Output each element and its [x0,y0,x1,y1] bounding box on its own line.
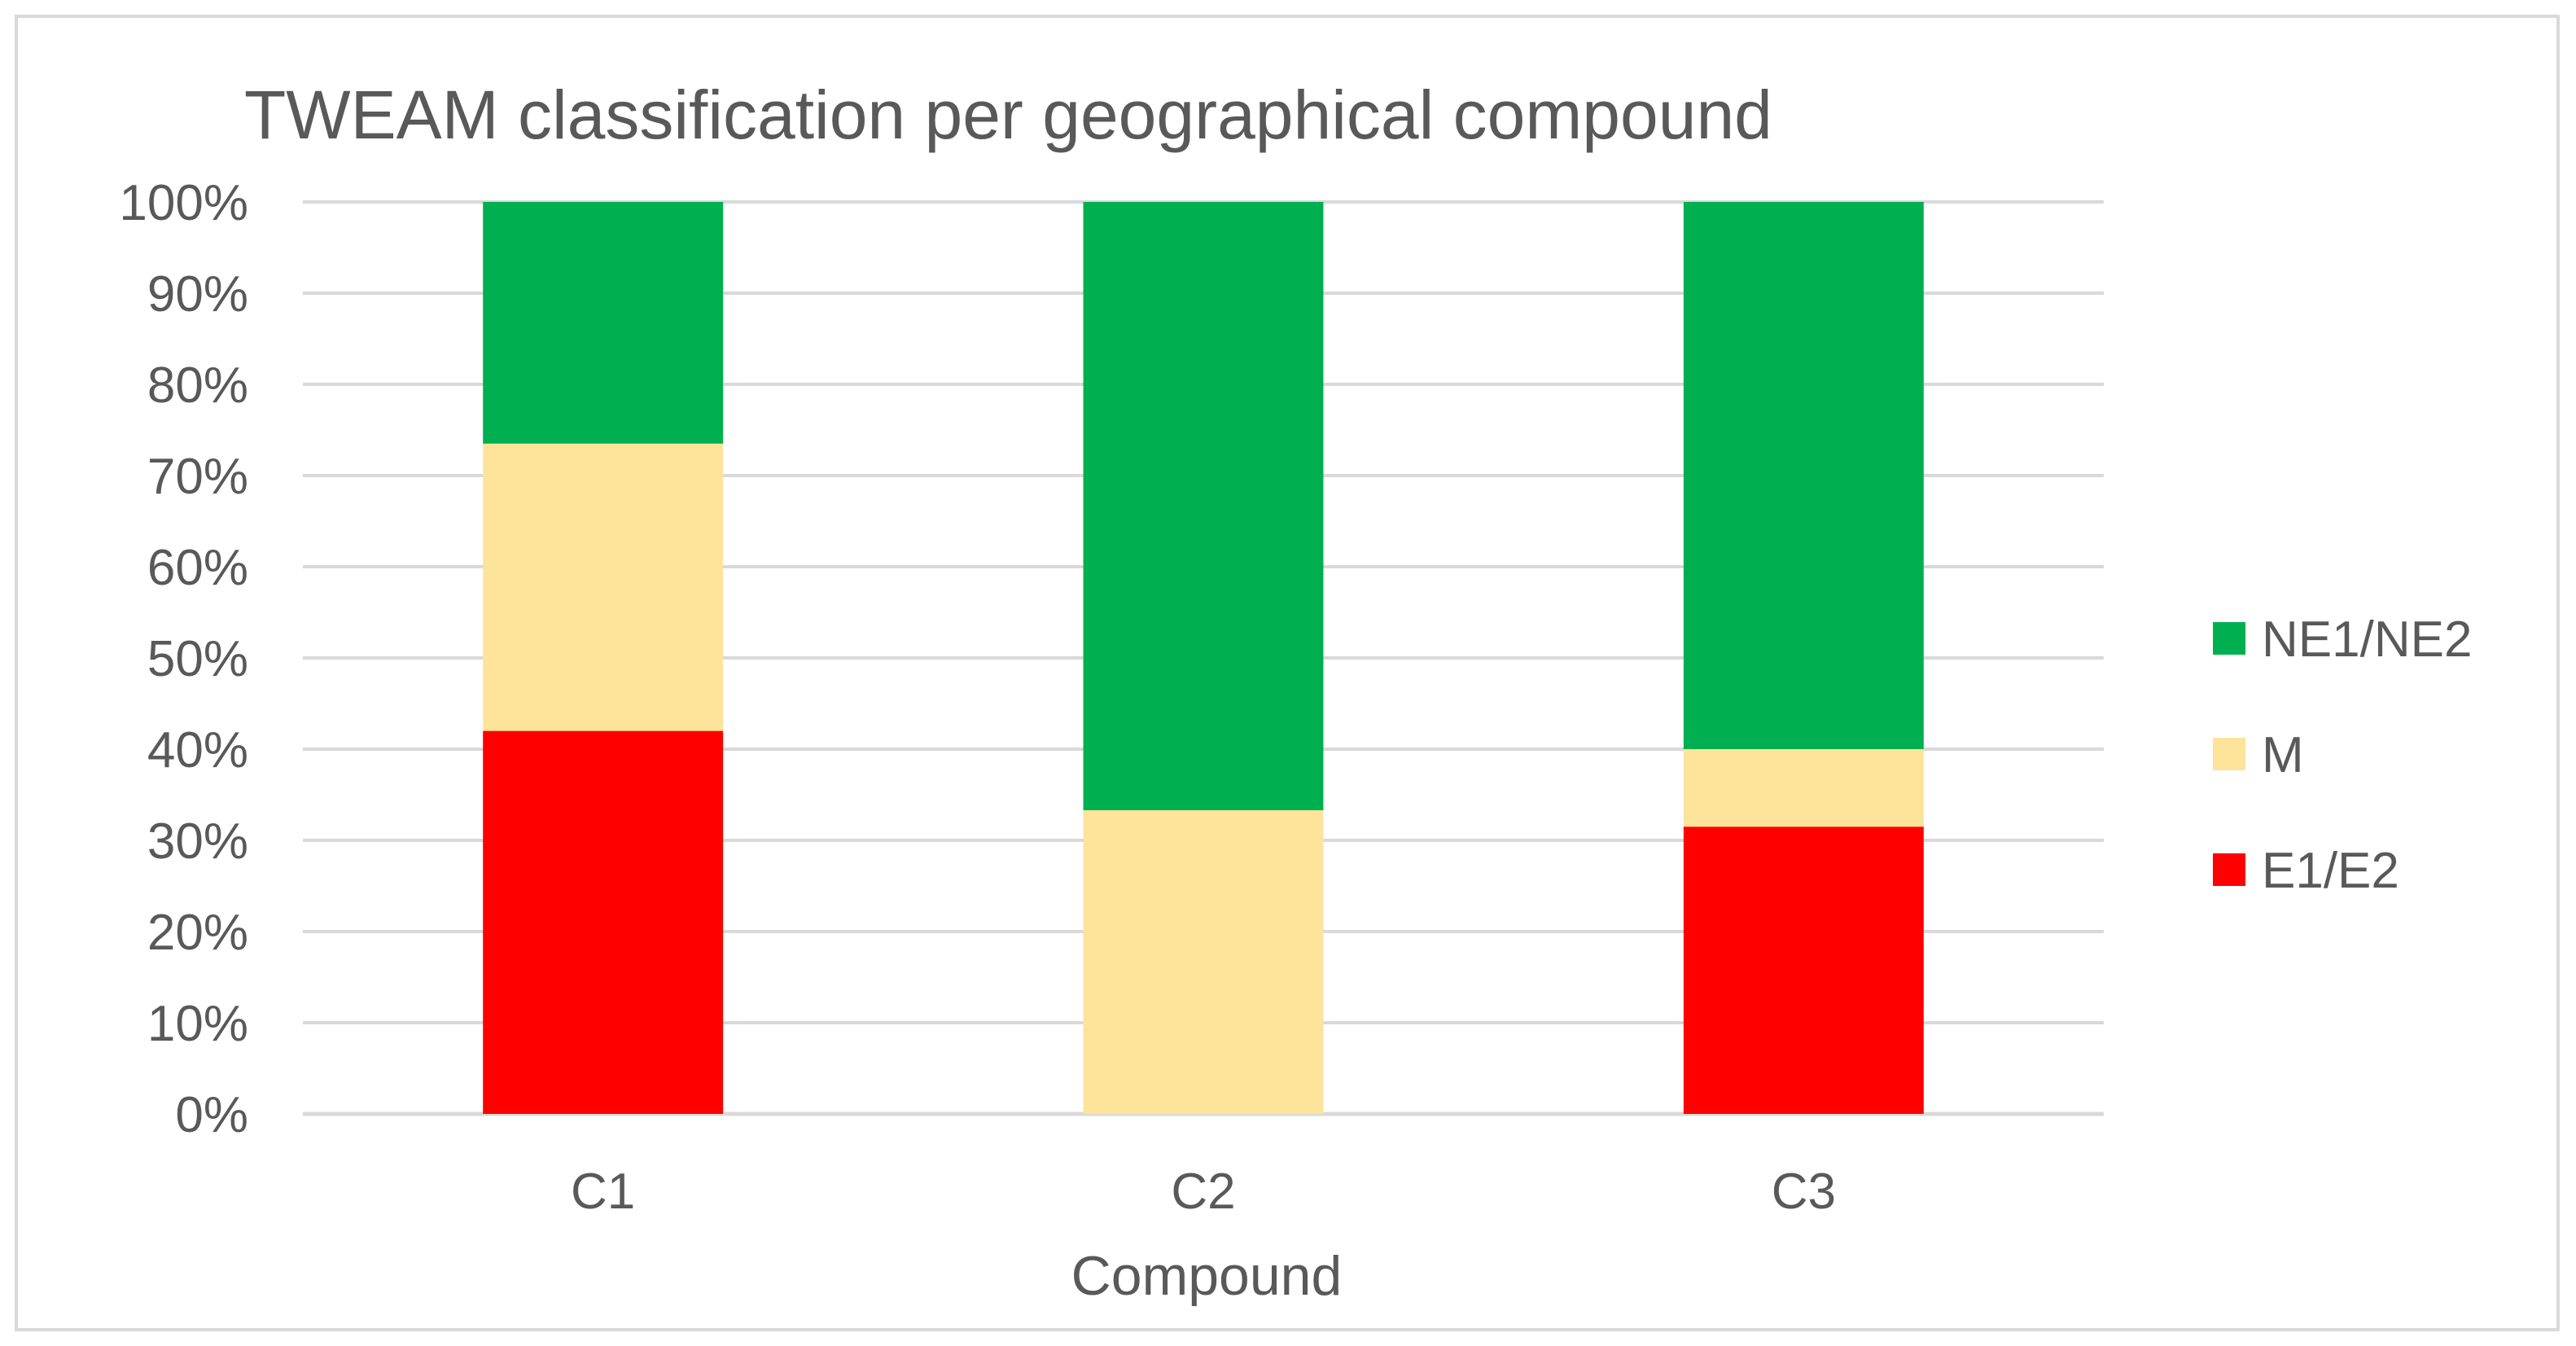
legend-swatch-m [2213,738,2245,770]
y-tick-label: 100% [119,175,248,231]
y-tick-label: 30% [147,813,248,870]
legend-label-m: M [2262,727,2304,783]
y-tick-label: 0% [175,1087,248,1143]
x-tick-label: C3 [1772,1164,1836,1220]
bar-segment-ne1-ne2-c3 [1683,202,1924,749]
bar-segment-m-c3 [1683,749,1924,827]
chart-title: TWEAM classification per geographical co… [244,77,1772,153]
x-tick-label: C2 [1171,1164,1235,1220]
bar-segment-m-c2 [1083,810,1324,1114]
bar-segment-e1-e2-c3 [1683,826,1924,1114]
bar-segment-ne1-ne2-c2 [1083,202,1324,811]
x-axis-ticks: C1 C2 C3 [571,1164,1836,1220]
x-tick-label: C1 [571,1164,635,1220]
legend: NE1/NE2 M E1/E2 [2213,612,2472,899]
y-tick-label: 70% [147,449,248,505]
y-tick-label: 10% [147,996,248,1052]
bar-segment-ne1-ne2-c1 [483,202,724,444]
legend-swatch-ne1-ne2 [2213,622,2245,655]
y-tick-label: 80% [147,357,248,414]
y-tick-label: 60% [147,540,248,596]
y-tick-label: 40% [147,722,248,778]
bar-segment-e1-e2-c1 [483,730,724,1114]
y-tick-label: 50% [147,631,248,687]
x-axis-title: Compound [1071,1245,1343,1307]
bar-segment-m-c1 [483,443,724,731]
y-axis-ticks: 0% 10% 20% 30% 40% 50% 60% 70% 80% 90% 100% [119,175,248,1143]
y-tick-label: 20% [147,905,248,961]
legend-label-e1-e2: E1/E2 [2262,843,2399,899]
legend-swatch-e1-e2 [2213,853,2245,886]
legend-label-ne1-ne2: NE1/NE2 [2262,612,2472,668]
y-tick-label: 90% [147,266,248,322]
bars [483,202,1924,1114]
